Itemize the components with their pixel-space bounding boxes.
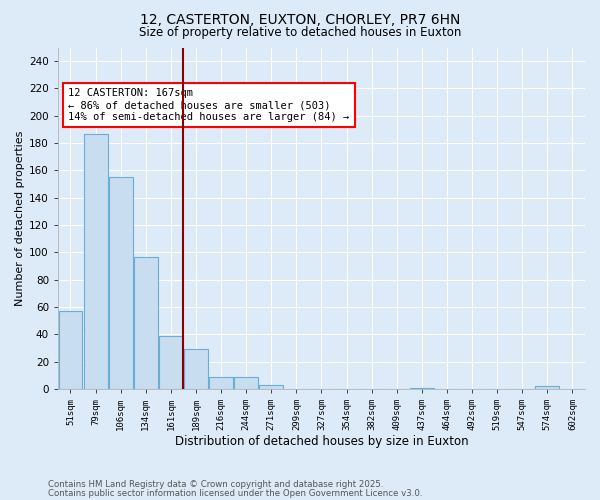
- Text: Contains HM Land Registry data © Crown copyright and database right 2025.: Contains HM Land Registry data © Crown c…: [48, 480, 383, 489]
- Bar: [184, 350, 208, 389]
- Text: 12, CASTERTON, EUXTON, CHORLEY, PR7 6HN: 12, CASTERTON, EUXTON, CHORLEY, PR7 6HN: [140, 12, 460, 26]
- Bar: [410, 388, 434, 389]
- Bar: [259, 385, 283, 389]
- X-axis label: Distribution of detached houses by size in Euxton: Distribution of detached houses by size …: [175, 434, 468, 448]
- Bar: [209, 377, 233, 389]
- Text: 12 CASTERTON: 167sqm
← 86% of detached houses are smaller (503)
14% of semi-deta: 12 CASTERTON: 167sqm ← 86% of detached h…: [68, 88, 350, 122]
- Bar: [159, 336, 183, 389]
- Bar: [535, 386, 559, 389]
- Bar: [234, 377, 258, 389]
- Text: Contains public sector information licensed under the Open Government Licence v3: Contains public sector information licen…: [48, 490, 422, 498]
- Bar: [59, 311, 82, 389]
- Text: Size of property relative to detached houses in Euxton: Size of property relative to detached ho…: [139, 26, 461, 39]
- Bar: [109, 178, 133, 389]
- Bar: [134, 256, 158, 389]
- Bar: [83, 134, 107, 389]
- Y-axis label: Number of detached properties: Number of detached properties: [15, 130, 25, 306]
